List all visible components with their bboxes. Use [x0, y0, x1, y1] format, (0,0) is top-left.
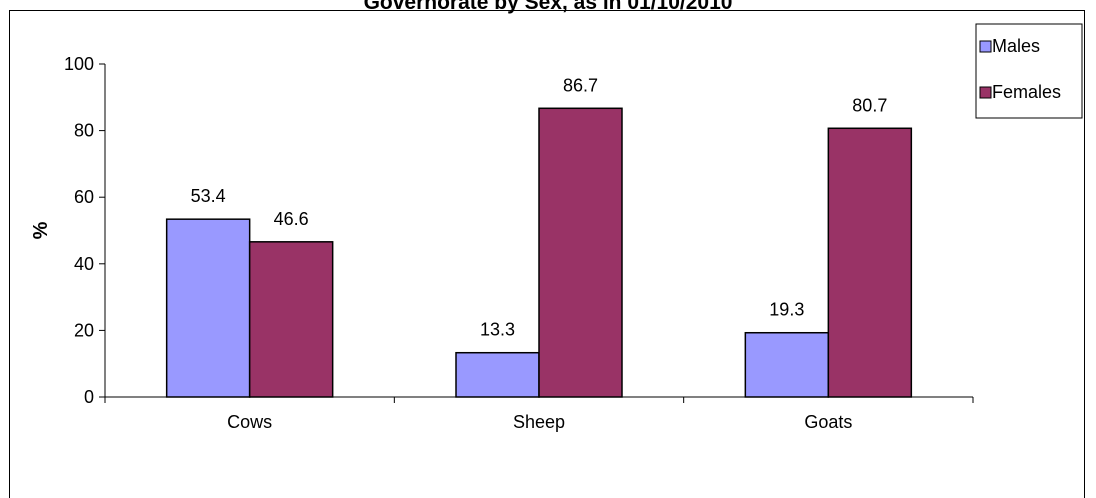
legend-box	[975, 23, 1083, 119]
bar-females-sheep	[538, 107, 623, 398]
y-axis-title: %	[30, 221, 52, 239]
data-label: 19.3	[769, 300, 804, 320]
bar-males-sheep	[455, 351, 540, 398]
bars-layer	[165, 107, 913, 398]
bar-females-goats	[827, 127, 913, 398]
y-tick-label: 60	[74, 187, 94, 207]
y-tick-label: 0	[84, 387, 94, 407]
y-tick-label: 80	[74, 121, 94, 141]
x-tick-label: Sheep	[513, 412, 565, 432]
x-tick-label: Goats	[804, 412, 852, 432]
y-tick-label: 100	[64, 54, 94, 74]
bar-females-cows	[248, 241, 334, 398]
data-label: 80.7	[852, 95, 887, 115]
legend-label-females: Females	[992, 82, 1061, 102]
bar-males-cows	[165, 218, 251, 398]
data-label: 53.4	[191, 186, 226, 206]
chart-frame	[9, 10, 1085, 498]
legend: Males Females	[975, 23, 1083, 119]
y-tick-label: 20	[74, 320, 94, 340]
y-tick-label: 40	[74, 254, 94, 274]
data-label: 13.3	[480, 320, 515, 340]
labels-layer: 53.4 46.6 13.3 86.7 19.3 80.7	[191, 75, 888, 339]
chart-title: Governorate by Sex, as in 01/10/2010	[363, 0, 733, 14]
bar-males-goats	[744, 331, 830, 398]
data-label: 46.6	[274, 209, 309, 229]
legend-swatch-females	[979, 86, 992, 99]
data-label: 86.7	[563, 75, 598, 95]
legend-swatch-males	[979, 40, 992, 53]
x-tick-label: Cows	[227, 412, 272, 432]
legend-label-males: Males	[992, 36, 1040, 56]
